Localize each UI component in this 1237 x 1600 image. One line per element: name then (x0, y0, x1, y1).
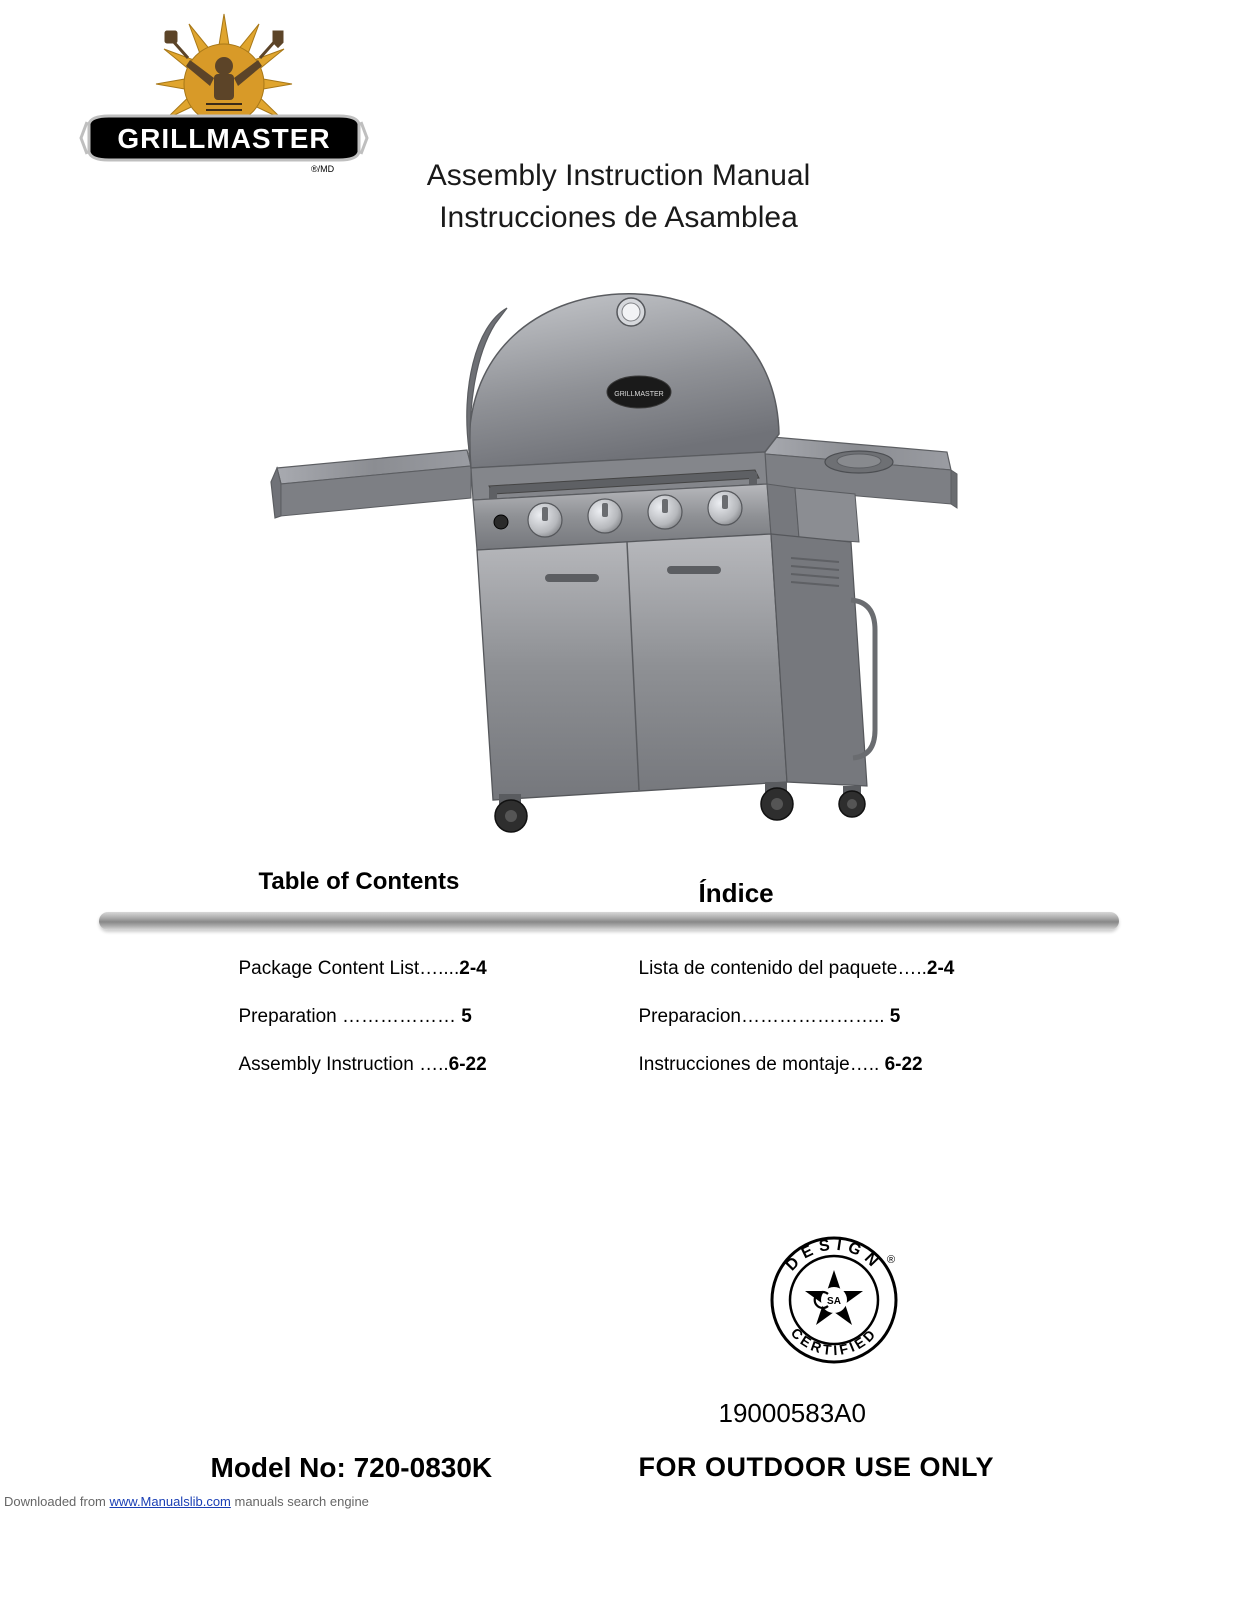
door-handle (545, 574, 599, 582)
source-link[interactable]: www.Manualslib.com (110, 1494, 231, 1509)
brand-name-text: GRILLMASTER (117, 123, 330, 154)
outdoor-use-notice: FOR OUTDOOR USE ONLY (639, 1452, 995, 1483)
toc-row: Package Content List…....2-4 (239, 958, 579, 980)
manual-cover-page: GRILLMASTER ®/MD Assembly Instruction Ma… (139, 0, 1099, 1600)
door-handle (667, 566, 721, 574)
toc-row: Lista de contenido del paquete…..2-4 (639, 958, 1019, 980)
toc-heading-en: Table of Contents (259, 868, 460, 896)
certification-badge: DESIGN CERTIFIED SA ® (759, 1225, 909, 1380)
toc-column-en: Package Content List…....2-4 Preparation… (239, 958, 579, 1102)
product-illustration: GRILLMASTER (139, 270, 1099, 855)
title-es: Instrucciones de Asamblea (139, 197, 1099, 239)
svg-text:GRILLMASTER: GRILLMASTER (614, 391, 663, 398)
grill-lid: GRILLMASTER (466, 294, 778, 502)
model-number: Model No: 720-0830K (211, 1452, 493, 1484)
toc-row: Assembly Instruction …..6-22 (239, 1054, 579, 1076)
document-number: 19000583A0 (719, 1398, 866, 1429)
toc-row: Preparacion………………….. 5 (639, 1006, 1019, 1028)
toc-column-es: Lista de contenido del paquete…..2-4 Pre… (639, 958, 1019, 1102)
grill-svg: GRILLMASTER (239, 270, 999, 850)
title-en: Assembly Instruction Manual (139, 155, 1099, 197)
left-shelf (271, 450, 471, 518)
download-source-line: Downloaded from www.Manualslib.com manua… (4, 1494, 369, 1509)
svg-text:®: ® (887, 1254, 895, 1266)
toc-heading-es: Índice (699, 878, 774, 909)
svg-text:SA: SA (827, 1296, 841, 1307)
toc-row: Instrucciones de montaje….. 6-22 (639, 1054, 1019, 1076)
section-divider (99, 912, 1119, 930)
toc-row: Preparation ……………… 5 (239, 1006, 579, 1028)
cabinet (477, 534, 875, 800)
title-block: Assembly Instruction Manual Instruccione… (139, 155, 1099, 239)
